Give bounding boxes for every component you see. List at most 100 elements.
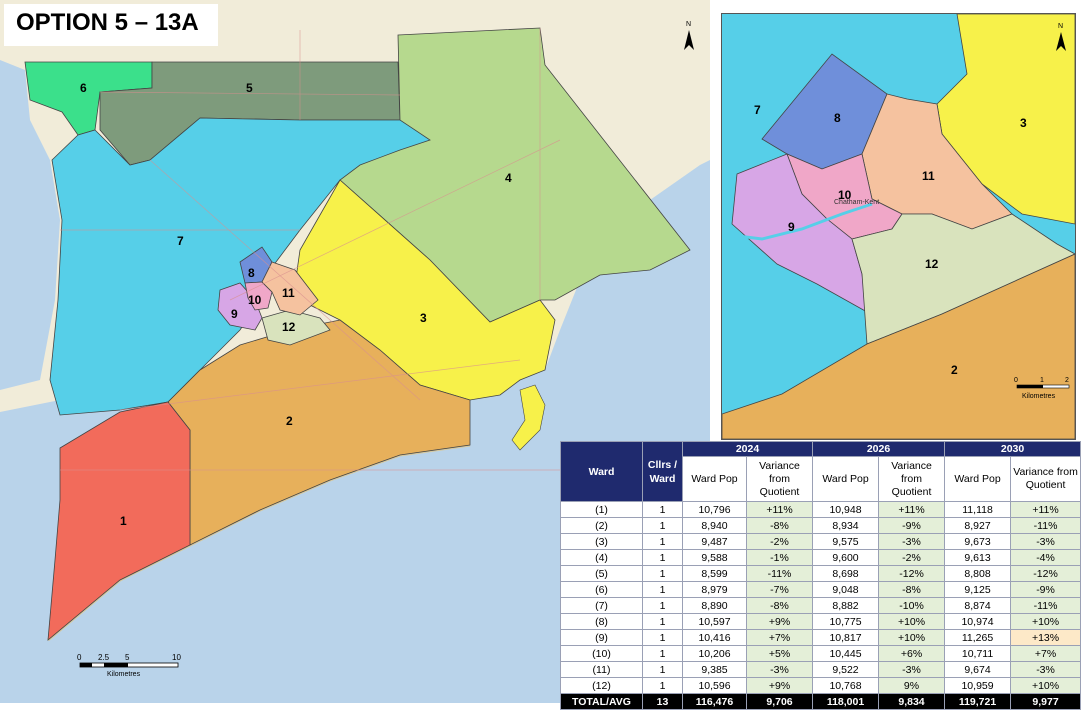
cell-ward: (1) [560, 501, 643, 518]
header-2024-pop: Ward Pop [682, 456, 747, 502]
cell-v30: +11% [1010, 501, 1082, 518]
cell-v26: -2% [878, 549, 946, 566]
cell-v30: +10% [1010, 613, 1082, 630]
cell-p30: 8,808 [944, 565, 1012, 582]
cell-cllrs: 1 [642, 533, 683, 550]
cell-ward: (10) [560, 645, 643, 662]
inset-ward-7-label: 7 [754, 103, 761, 117]
cell-cllrs: 1 [642, 517, 683, 534]
ward-population-table: Ward Cllrs / Ward 2024 2026 2030 Ward Po… [560, 441, 1082, 710]
header-year-2024: 2024 [681, 441, 814, 457]
table-row: (9) 1 10,416 +7% 10,817 +10% 11,265 +13% [560, 629, 1082, 646]
header-2030-pop: Ward Pop [944, 456, 1012, 502]
cell-v30: -3% [1010, 533, 1082, 550]
cell-v24: +11% [745, 501, 814, 518]
ward-8-label: 8 [248, 266, 255, 280]
ward-9-region [217, 282, 263, 331]
total-p26: 118,001 [812, 693, 880, 710]
cell-ward: (9) [560, 629, 643, 646]
cell-p30: 9,673 [944, 533, 1012, 550]
cell-v24: -1% [745, 549, 814, 566]
svg-text:0: 0 [1014, 377, 1018, 384]
map-title: OPTION 5 – 13A [4, 4, 218, 46]
ward-2-label: 2 [286, 414, 293, 428]
cell-v24: +9% [745, 613, 814, 630]
inset-north-arrow-icon: N [1056, 23, 1066, 51]
cell-p26: 9,600 [812, 549, 880, 566]
ward-6-label: 6 [80, 81, 87, 95]
cell-p30: 8,927 [944, 517, 1012, 534]
main-ward-map: 1 2 3 4 5 6 7 8 9 10 11 12 N 0 2.5 5 10 … [0, 0, 710, 703]
cell-v26: 9% [878, 677, 946, 694]
table-row: (11) 1 9,385 -3% 9,522 -3% 9,674 -3% [560, 661, 1082, 678]
cell-p30: 10,959 [944, 677, 1012, 694]
ward-10-label: 10 [248, 293, 262, 307]
cell-v26: +6% [878, 645, 946, 662]
cell-p26: 10,948 [812, 501, 880, 518]
cell-ward: (5) [560, 565, 643, 582]
inset-ward-9-label: 9 [788, 220, 795, 234]
cell-p24: 10,796 [682, 501, 747, 518]
ward-11-label: 11 [282, 286, 295, 300]
cell-ward: (4) [560, 549, 643, 566]
cell-cllrs: 1 [642, 565, 683, 582]
svg-text:Kilometres: Kilometres [1022, 393, 1056, 400]
cell-v24: -8% [745, 597, 814, 614]
inset-city-label: Chatham-Kent [834, 199, 879, 206]
ward-3-label: 3 [420, 311, 427, 325]
cell-v26: +10% [878, 613, 946, 630]
cell-p24: 10,596 [682, 677, 747, 694]
inset-river [722, 202, 873, 241]
cell-p26: 9,522 [812, 661, 880, 678]
table-row: (8) 1 10,597 +9% 10,775 +10% 10,974 +10% [560, 613, 1082, 630]
cell-ward: (6) [560, 581, 643, 598]
ward-4-label: 4 [505, 171, 512, 185]
cell-p30: 9,613 [944, 549, 1012, 566]
lake-st-clair [0, 60, 60, 390]
scale-tick-1: 2.5 [98, 653, 110, 662]
cell-p24: 10,597 [682, 613, 747, 630]
cell-p24: 8,890 [682, 597, 747, 614]
cell-cllrs: 1 [642, 613, 683, 630]
table-row: (12) 1 10,596 +9% 10,768 9% 10,959 +10% [560, 677, 1082, 694]
header-cllrs: Cllrs / Ward [642, 441, 683, 502]
cell-cllrs: 1 [642, 677, 683, 694]
cell-v30: -11% [1010, 517, 1082, 534]
cell-v26: -9% [878, 517, 946, 534]
cell-cllrs: 1 [642, 597, 683, 614]
cell-v24: -2% [745, 533, 814, 550]
cell-v26: -3% [878, 533, 946, 550]
cell-v30: -4% [1010, 549, 1082, 566]
header-2030-var: Variance from Quotient [1010, 456, 1082, 502]
header-2026-var: Variance from Quotient [878, 456, 946, 502]
cell-p26: 9,048 [812, 581, 880, 598]
ward-9-label: 9 [231, 307, 238, 321]
cell-cllrs: 1 [642, 661, 683, 678]
table-row: (2) 1 8,940 -8% 8,934 -9% 8,927 -11% [560, 517, 1082, 534]
header-ward: Ward [560, 441, 643, 502]
cell-p24: 9,487 [682, 533, 747, 550]
cell-v26: -3% [878, 661, 946, 678]
inset-scale-bar: 0 1 2 Kilometres [1014, 377, 1070, 400]
cell-v30: +7% [1010, 645, 1082, 662]
cell-p26: 9,575 [812, 533, 880, 550]
inset-ward-map: 7 8 3 11 10 9 12 2 Chatham-Kent N 0 1 2 … [721, 13, 1076, 440]
cell-v30: +13% [1010, 629, 1082, 646]
scale-tick-2: 5 [125, 653, 130, 662]
header-year-2030: 2030 [944, 441, 1082, 457]
cell-p26: 8,882 [812, 597, 880, 614]
cell-cllrs: 1 [642, 645, 683, 662]
total-v24: 9,706 [745, 693, 814, 710]
table-row: (10) 1 10,206 +5% 10,445 +6% 10,711 +7% [560, 645, 1082, 662]
cell-ward: (3) [560, 533, 643, 550]
table-row: (1) 1 10,796 +11% 10,948 +11% 11,118 +11% [560, 501, 1082, 518]
cell-p30: 8,874 [944, 597, 1012, 614]
cell-p30: 9,674 [944, 661, 1012, 678]
cell-v26: -12% [878, 565, 946, 582]
cell-p24: 8,599 [682, 565, 747, 582]
inset-ward-2-region [722, 253, 1075, 439]
cell-v26: +11% [878, 501, 946, 518]
ward-12-label: 12 [282, 320, 296, 334]
total-v26: 9,834 [878, 693, 946, 710]
inset-ward-12-region [851, 213, 1075, 345]
